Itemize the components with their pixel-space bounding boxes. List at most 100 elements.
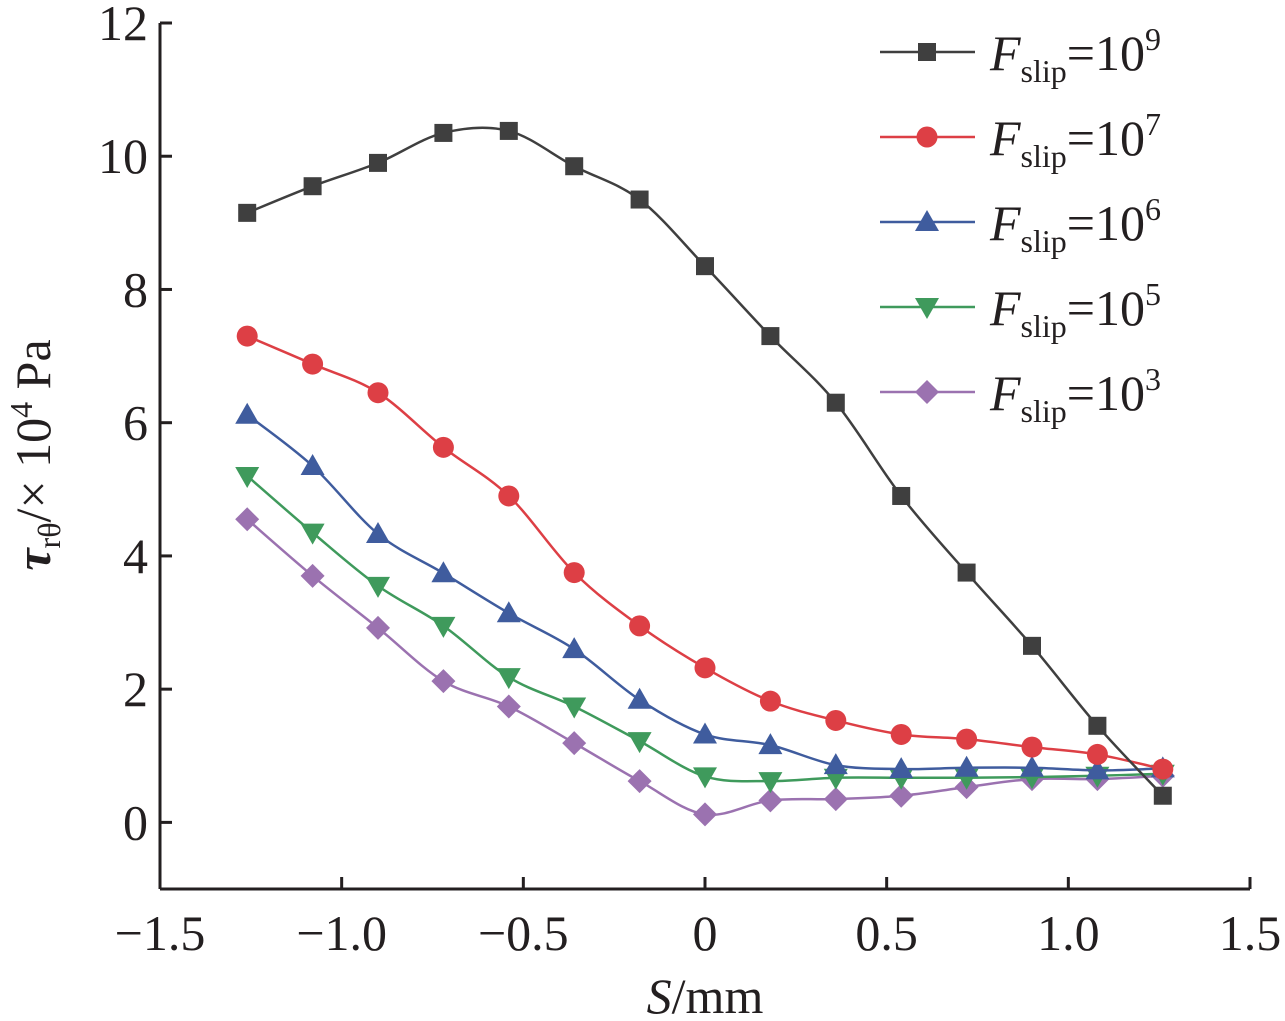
data-point: [630, 190, 649, 209]
y-tick-label: 12: [98, 0, 148, 51]
data-point: [761, 327, 780, 346]
data-point: [432, 436, 454, 458]
data-point: [498, 485, 520, 507]
y-tick-label: 2: [123, 661, 148, 717]
series-line: [246, 126, 1164, 797]
data-point: [496, 668, 521, 690]
data-point: [693, 722, 717, 744]
x-tick-label: −1.5: [115, 905, 206, 961]
data-point: [889, 757, 914, 779]
data-point: [1088, 716, 1107, 735]
legend-label: Fslip=103: [989, 361, 1161, 429]
series-1: [236, 325, 1174, 780]
y-tick-label: 10: [98, 128, 148, 184]
data-point: [366, 521, 390, 543]
data-point: [235, 466, 260, 488]
data-point: [823, 753, 848, 775]
data-point: [627, 687, 652, 709]
legend-item: Fslip=103: [880, 361, 1161, 429]
data-point: [627, 769, 652, 794]
data-point: [367, 382, 389, 404]
data-point: [431, 616, 456, 638]
legend-item: Fslip=109: [880, 21, 1161, 89]
legend-marker: [915, 380, 939, 404]
legend-label: Fslip=107: [989, 106, 1161, 174]
data-point: [499, 121, 518, 140]
data-point: [235, 402, 260, 424]
y-tick-label: 8: [123, 261, 148, 317]
data-point: [562, 697, 587, 719]
data-point: [431, 669, 456, 694]
legend-marker: [918, 43, 936, 61]
data-point: [956, 728, 978, 750]
x-tick-label: 1.5: [1219, 905, 1282, 961]
data-point: [954, 755, 979, 777]
data-point: [759, 690, 781, 712]
data-point: [892, 486, 911, 505]
x-tick-label: 0: [693, 905, 718, 961]
x-tick-label: −0.5: [478, 905, 569, 961]
y-tick-label: 6: [123, 395, 148, 451]
series-0: [238, 121, 1172, 805]
legend-marker: [916, 126, 938, 148]
data-point: [825, 709, 847, 731]
data-point: [300, 453, 325, 475]
data-point: [1085, 758, 1110, 780]
data-point: [300, 563, 325, 588]
data-point: [826, 393, 845, 412]
data-point: [1086, 743, 1108, 765]
series-line: [246, 334, 1164, 771]
data-point: [957, 563, 976, 582]
data-point: [366, 576, 390, 598]
legend-marker: [915, 298, 939, 319]
data-point: [434, 123, 453, 142]
data-point: [823, 787, 848, 812]
data-point: [696, 257, 714, 276]
series-line: [246, 413, 1163, 772]
data-point: [627, 732, 652, 754]
legend-label: Fslip=106: [989, 191, 1161, 259]
data-point: [302, 353, 324, 375]
legend-item: Fslip=106: [880, 191, 1161, 259]
y-tick-label: 0: [123, 794, 148, 850]
data-point: [889, 783, 914, 808]
data-point: [238, 203, 257, 222]
legend: Fslip=109 Fslip=107 Fslip=106 Fslip=105 Fsli…: [880, 21, 1161, 429]
data-point: [758, 788, 783, 813]
y-axis-title: τrθ/× 104 Pa: [3, 339, 67, 570]
legend-marker: [915, 210, 939, 231]
series-2: [235, 402, 1175, 780]
legend-item: Fslip=105: [880, 276, 1161, 344]
x-tick-label: −1.0: [296, 905, 387, 961]
data-point: [496, 694, 521, 719]
data-point: [300, 523, 325, 545]
data-point: [694, 657, 716, 679]
data-point: [236, 325, 258, 347]
data-point: [303, 177, 322, 196]
data-point: [565, 157, 584, 176]
legend-item: Fslip=107: [880, 106, 1161, 174]
data-point: [758, 733, 783, 755]
x-tick-label: 0.5: [855, 905, 918, 961]
data-point: [693, 802, 717, 827]
axes: −1.5 −1.0 −0.5 0 0.5 1.0 1.5 0 2 4 6 8 10 12: [98, 0, 1281, 961]
data-point: [629, 615, 651, 637]
y-tick-label: 4: [123, 528, 148, 584]
data-point: [1023, 636, 1041, 655]
data-point: [369, 153, 387, 172]
data-point: [1021, 736, 1043, 758]
data-point: [431, 561, 456, 583]
x-tick-label: 1.0: [1037, 905, 1100, 961]
data-point: [235, 507, 260, 532]
data-point: [1153, 786, 1172, 805]
data-point: [562, 731, 587, 756]
data-point: [1020, 755, 1044, 777]
data-point: [496, 601, 521, 623]
data-point: [693, 767, 717, 789]
data-point: [758, 772, 783, 794]
legend-label: Fslip=105: [989, 276, 1161, 344]
data-point: [366, 615, 390, 640]
series-layer: [235, 121, 1175, 827]
data-point: [562, 637, 587, 659]
